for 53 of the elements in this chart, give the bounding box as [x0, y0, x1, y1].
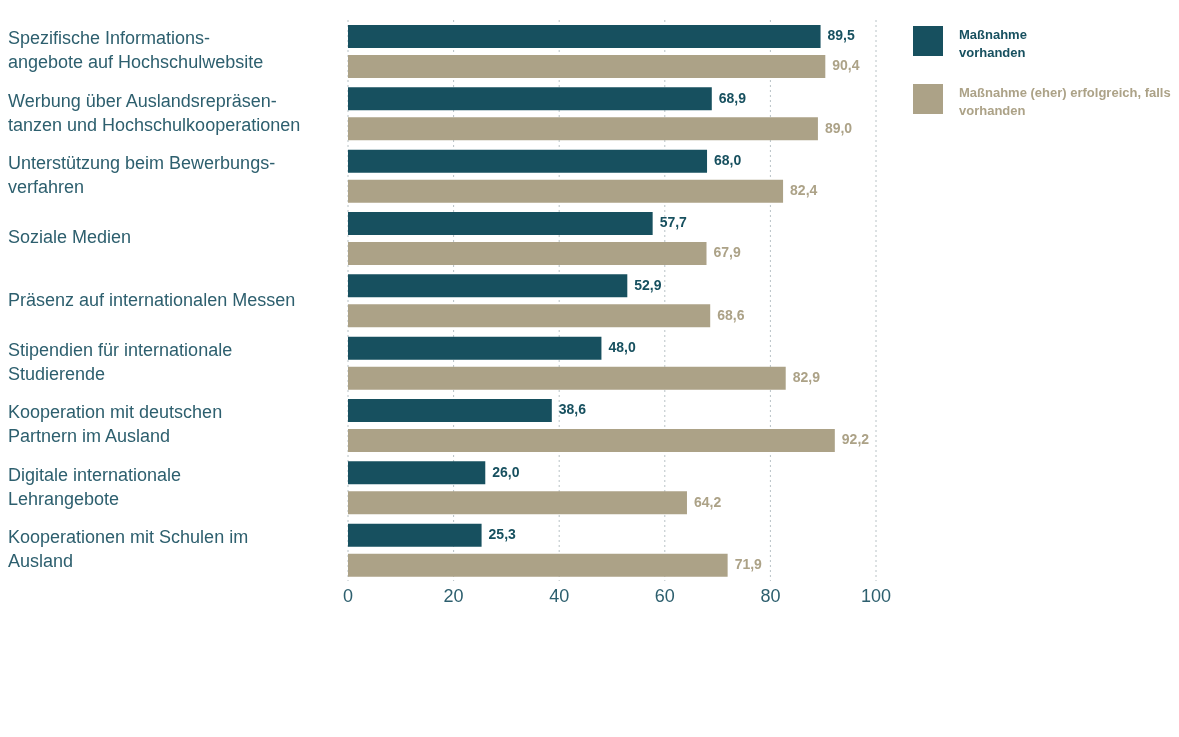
- legend-label: Maßnahme (eher) erfolgreich, falls vorhanden: [959, 84, 1172, 120]
- data-label: 68,0: [714, 151, 742, 168]
- data-label: 52,9: [634, 276, 662, 293]
- x-tick-label: 20: [443, 585, 464, 606]
- data-label: 82,9: [792, 368, 821, 385]
- y-tick-label: Präsenz auf internationalen Messen: [8, 289, 296, 310]
- bar: [348, 242, 707, 265]
- data-label: 90,4: [832, 57, 860, 74]
- legend-label: Maßnahme vorhanden: [959, 26, 1028, 62]
- data-label: 57,7: [659, 214, 688, 231]
- data-label: 92,2: [841, 431, 870, 448]
- bar: [348, 25, 821, 48]
- data-label: 68,6: [717, 306, 745, 323]
- bar: [348, 491, 687, 515]
- data-label: 68,9: [718, 89, 747, 106]
- x-tick-label: 60: [654, 585, 675, 606]
- bar: [348, 523, 482, 547]
- bar: [348, 87, 712, 111]
- x-tick-label: 100: [860, 585, 892, 606]
- y-tick-label: Soziale Medien: [8, 226, 132, 247]
- data-label: 48,0: [608, 338, 636, 355]
- bar: [348, 336, 602, 360]
- bar: [348, 212, 653, 235]
- y-tick-label: Kooperation mit deutschen Partnern im Ausland: [8, 401, 223, 446]
- y-tick-label: Stipendien für internationale Studierende: [8, 339, 233, 384]
- bar: [348, 399, 552, 422]
- data-label: 64,2: [693, 493, 722, 510]
- y-tick-label: Werbung über Auslandsrepräsen- tanzen und Hochschulkooperationen: [8, 90, 301, 135]
- bar: [348, 274, 628, 298]
- bar: [348, 55, 826, 78]
- bar: [348, 429, 835, 452]
- data-label: 71,9: [734, 555, 763, 572]
- bar: [348, 117, 818, 141]
- bar: [348, 461, 486, 485]
- data-label: 38,6: [558, 401, 587, 418]
- data-label: 26,0: [492, 463, 520, 480]
- x-tick-label: 80: [760, 585, 781, 606]
- data-label: 89,0: [824, 119, 853, 136]
- y-tick-label: Unterstützung beim Bewerbungs- verfahren: [8, 152, 276, 197]
- y-tick-label: Spezifische Informations- angebote auf Hochschulwebsite: [8, 27, 264, 72]
- y-tick-label: Digitale internationale Lehrangebote: [8, 464, 182, 509]
- x-tick-label: 40: [549, 585, 570, 606]
- bar: [348, 304, 711, 328]
- data-label: 89,5: [827, 27, 856, 44]
- bar: [348, 149, 708, 173]
- data-label: 67,9: [713, 244, 741, 261]
- y-tick-label: Kooperationen mit Schulen im Ausland: [8, 526, 249, 571]
- bar: [348, 366, 786, 390]
- data-label: 82,4: [790, 181, 818, 198]
- bar: [348, 553, 728, 577]
- x-tick-label: 0: [342, 585, 354, 606]
- data-label: 25,3: [488, 525, 517, 542]
- bar: [348, 179, 784, 203]
